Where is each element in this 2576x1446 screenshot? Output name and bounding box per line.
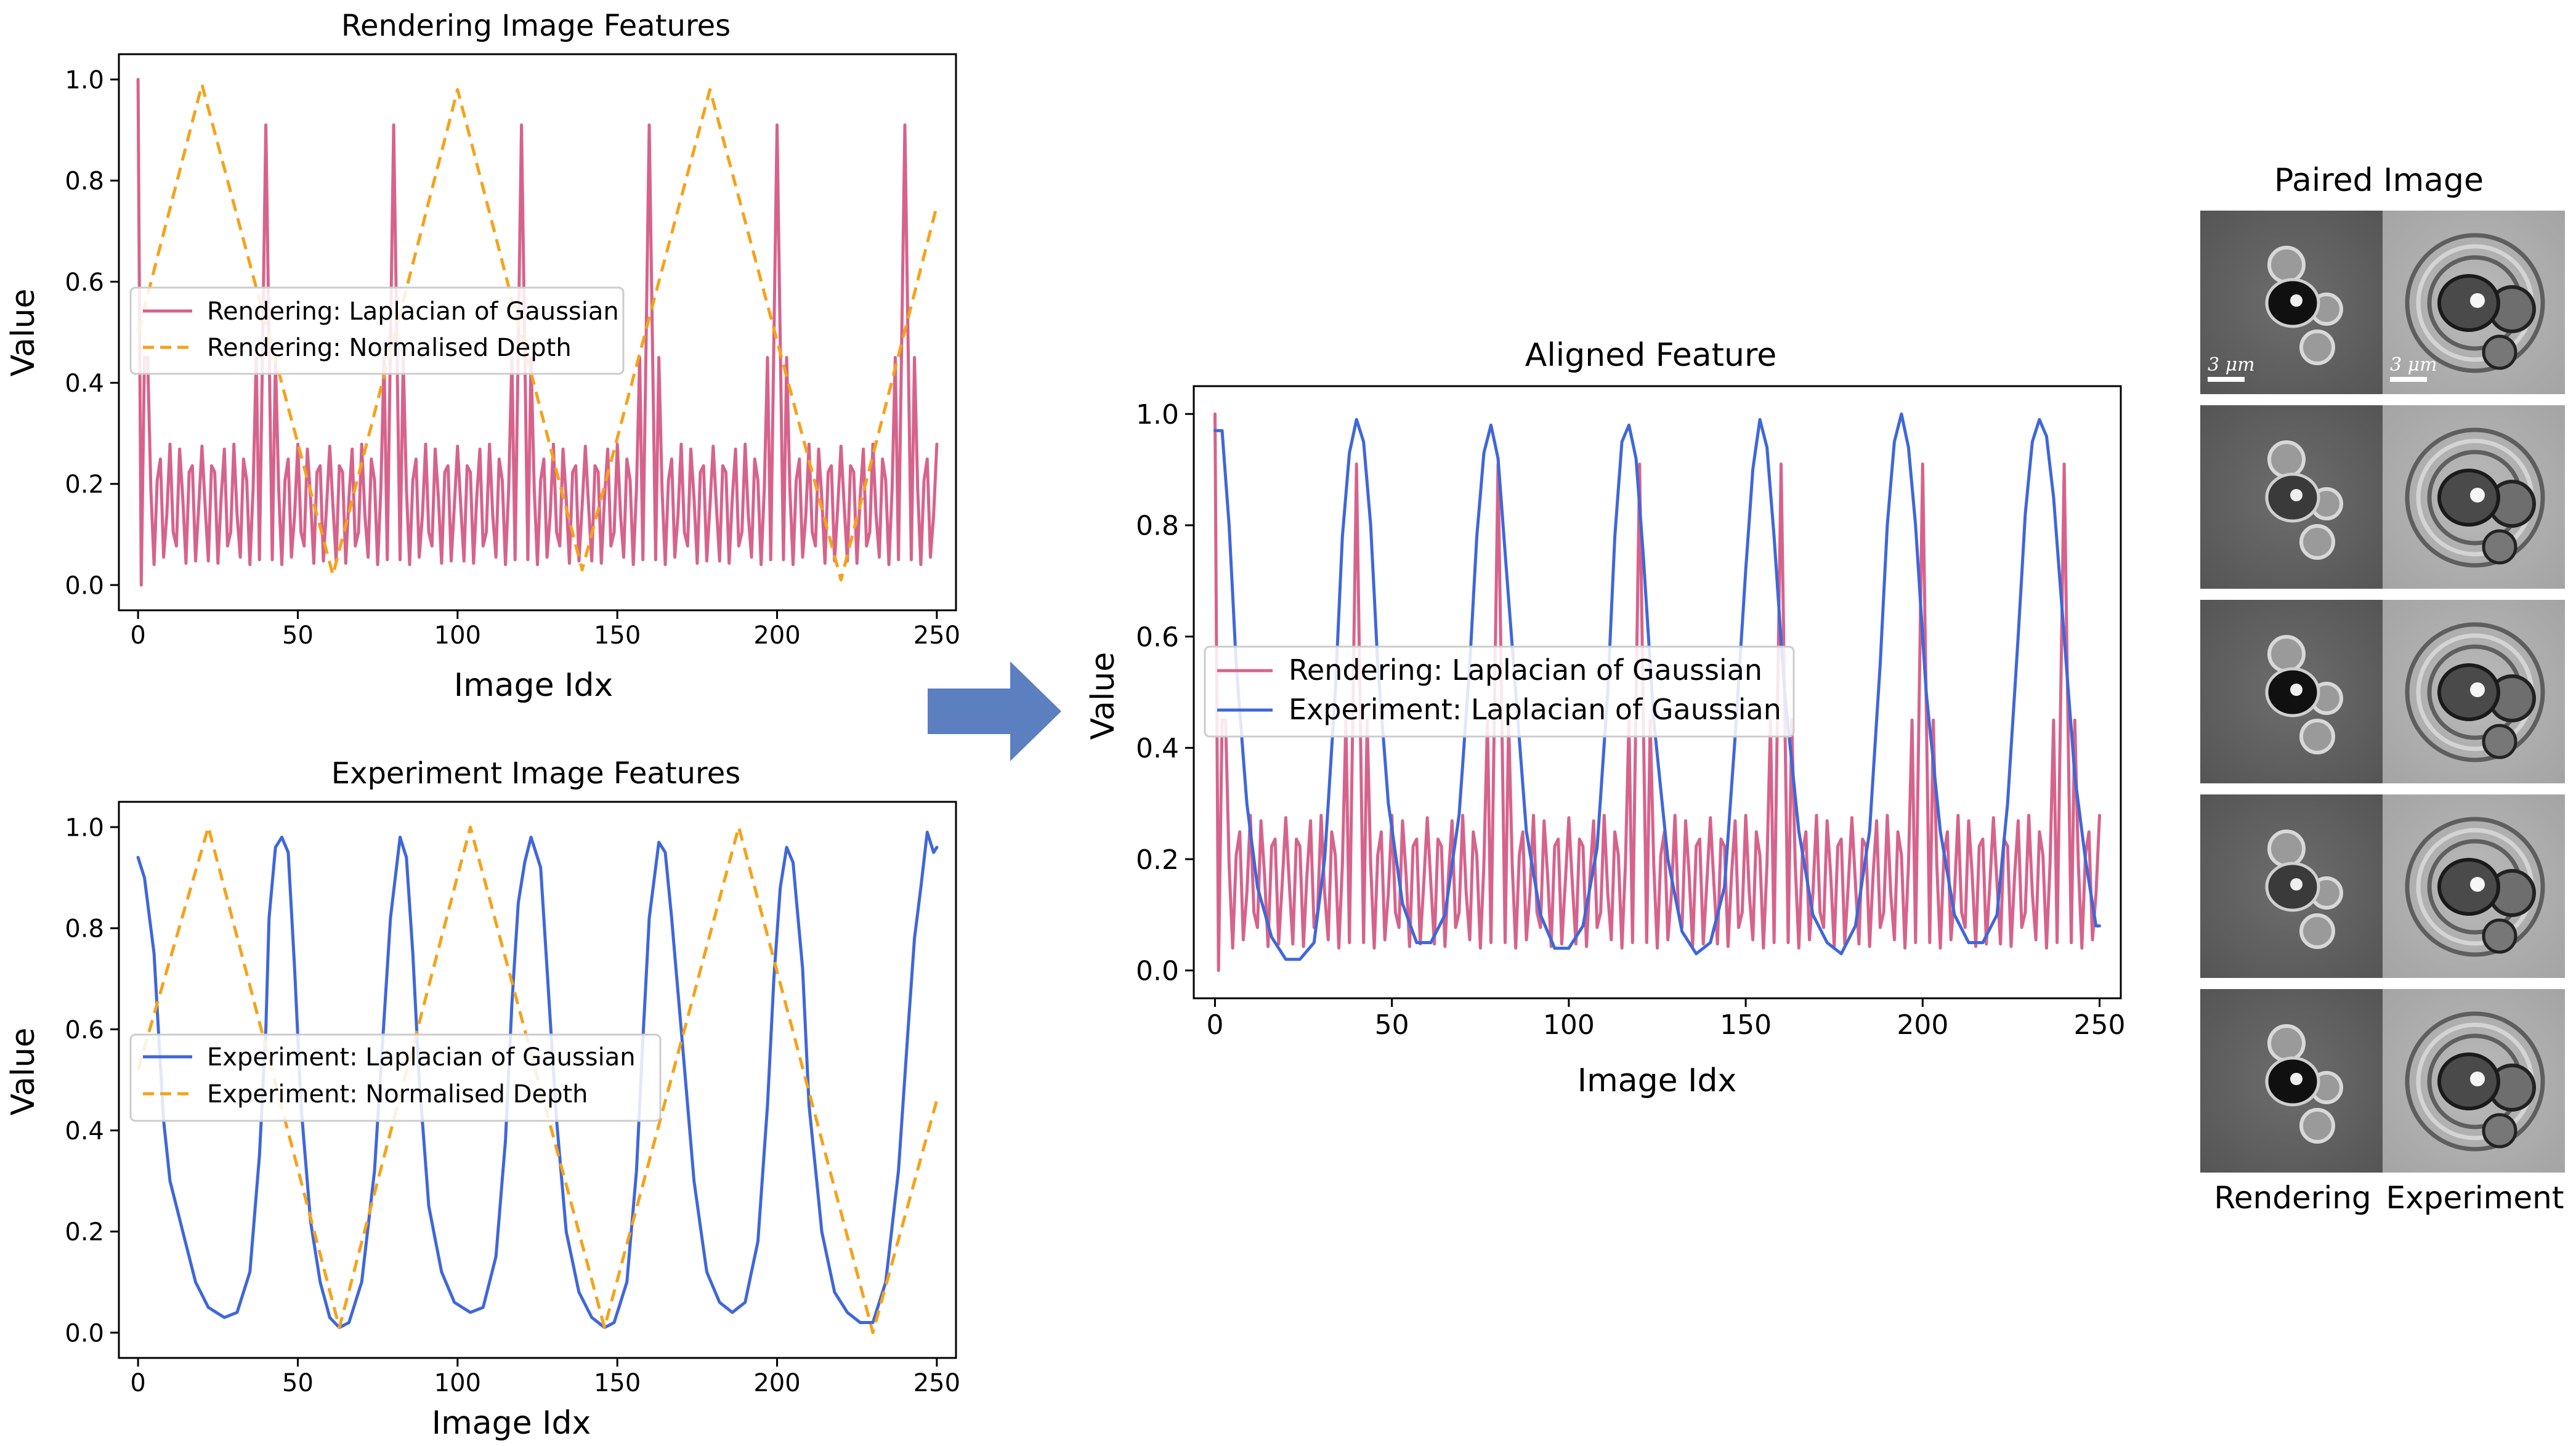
paired-row: 3 μm 3 μm (2200, 211, 2565, 394)
rendering-features-chart: Rendering Image Features 0 50 100 150 200 250… (5, 9, 960, 704)
paired-image-panel: Paired Image 3 μm 3 μm Rendering Experime… (2200, 162, 2565, 1216)
y-axis-label: Value (5, 289, 42, 377)
y-axis-label: Value (1085, 652, 1122, 740)
scale-bar (2390, 377, 2427, 382)
x-axis-label: Image Idx (1578, 1062, 1737, 1099)
legend: Rendering: Laplacian of Gaussian Experim… (1204, 645, 1795, 738)
y-tick-label: 1.0 (1136, 399, 1179, 430)
y-tick-label: 0.8 (65, 168, 104, 196)
y-tick-label: 0.4 (65, 1117, 104, 1145)
series-lines (1213, 412, 2101, 972)
legend-label-log: Rendering: Laplacian of Gaussian (207, 297, 619, 326)
y-tick-label: 0.6 (65, 1016, 104, 1044)
x-tick-label: 200 (753, 1369, 800, 1397)
plot-area (1193, 385, 2122, 1000)
scale-bar (2208, 377, 2245, 382)
legend: Rendering: Laplacian of Gaussian Renderi… (129, 286, 625, 375)
x-tick-label: 250 (2074, 1009, 2126, 1041)
x-tick-label: 150 (594, 1369, 641, 1397)
legend-box (129, 1033, 662, 1122)
x-tick-label: 100 (1543, 1009, 1595, 1041)
legend-box (129, 286, 625, 375)
axis-ticks: 0 50 100 150 200 250 0.0 0.2 0.4 0.6 0.8 1.0 (65, 814, 960, 1397)
y-tick-label: 0.0 (1136, 956, 1179, 987)
y-tick-label: 0.6 (65, 269, 104, 297)
legend: Experiment: Laplacian of Gaussian Experi… (129, 1033, 662, 1122)
legend-label-depth: Experiment: Normalised Depth (207, 1080, 588, 1109)
axis-ticks: 0 50 100 150 200 250 0.0 0.2 0.4 0.6 0.8 1.0 (1136, 399, 2126, 1041)
y-tick-label: 0.8 (65, 915, 104, 943)
legend-label-log: Experiment: Laplacian of Gaussian (207, 1043, 636, 1072)
y-tick-label: 1.0 (65, 66, 104, 94)
series-line-0 (136, 830, 939, 1330)
y-tick-label: 0.4 (1136, 733, 1179, 764)
paired-image-rows: 3 μm 3 μm (2200, 211, 2565, 1173)
paired-row (2200, 405, 2565, 589)
x-tick-label: 50 (1375, 1009, 1409, 1041)
x-tick-label: 50 (282, 621, 314, 650)
axis-ticks: 0 50 100 150 200 250 0.0 0.2 0.4 0.6 0.8 1.0 (65, 66, 960, 650)
chart-title: Aligned Feature (1525, 337, 1776, 374)
x-axis-label: Image Idx (454, 667, 614, 704)
right-arrow-icon (928, 661, 1061, 761)
legend-label-rendering-log: Rendering: Laplacian of Gaussian (1289, 653, 1762, 687)
y-tick-label: 0.0 (65, 1319, 104, 1347)
series-line-0 (136, 78, 939, 587)
x-tick-label: 0 (130, 1369, 145, 1397)
plot-area (118, 801, 957, 1359)
series-line-1 (1213, 412, 2101, 961)
column-label-experiment: Experiment (2386, 1180, 2564, 1216)
y-tick-label: 0.4 (65, 370, 104, 398)
x-tick-label: 100 (434, 1369, 481, 1397)
y-tick-label: 0.2 (65, 471, 104, 499)
legend-label-experiment-log: Experiment: Laplacian of Gaussian (1289, 693, 1781, 726)
legend-box (1204, 645, 1795, 738)
paired-image-title: Paired Image (2274, 162, 2484, 199)
chart-title: Rendering Image Features (341, 9, 731, 43)
x-tick-label: 100 (434, 621, 481, 650)
chart-title: Experiment Image Features (331, 756, 741, 791)
x-tick-label: 0 (1206, 1009, 1223, 1041)
y-tick-label: 0.2 (1136, 844, 1179, 876)
x-tick-label: 200 (1897, 1009, 1948, 1041)
x-axis-label: Image Idx (432, 1405, 591, 1442)
scale-bar-label: 3 μm (2208, 354, 2255, 376)
paired-row (2200, 989, 2565, 1173)
x-tick-label: 250 (913, 1369, 960, 1397)
scale-bar-label: 3 μm (2390, 354, 2437, 376)
y-axis-label: Value (5, 1028, 42, 1116)
series-line-0 (1213, 412, 2101, 972)
x-tick-label: 150 (1720, 1009, 1772, 1041)
paired-row (2200, 600, 2565, 783)
y-tick-label: 1.0 (65, 814, 104, 842)
y-tick-label: 0.2 (65, 1218, 104, 1246)
x-tick-label: 200 (753, 621, 800, 650)
y-tick-label: 0.0 (65, 572, 104, 600)
y-tick-label: 0.8 (1136, 511, 1179, 542)
x-tick-label: 250 (913, 621, 960, 650)
experiment-features-chart: Experiment Image Features 0 50 100 150 200 25… (5, 756, 960, 1442)
x-tick-label: 50 (282, 1369, 314, 1397)
aligned-feature-chart: Aligned Feature 0 50 100 150 200 250 0.0 0.2 0.4… (1085, 337, 2126, 1099)
x-tick-label: 150 (594, 621, 641, 650)
y-tick-label: 0.6 (1136, 621, 1179, 653)
paired-row (2200, 794, 2565, 978)
column-label-rendering: Rendering (2214, 1180, 2371, 1216)
legend-label-depth: Rendering: Normalised Depth (207, 334, 572, 362)
plot-area (118, 53, 957, 612)
x-tick-label: 0 (130, 621, 145, 650)
